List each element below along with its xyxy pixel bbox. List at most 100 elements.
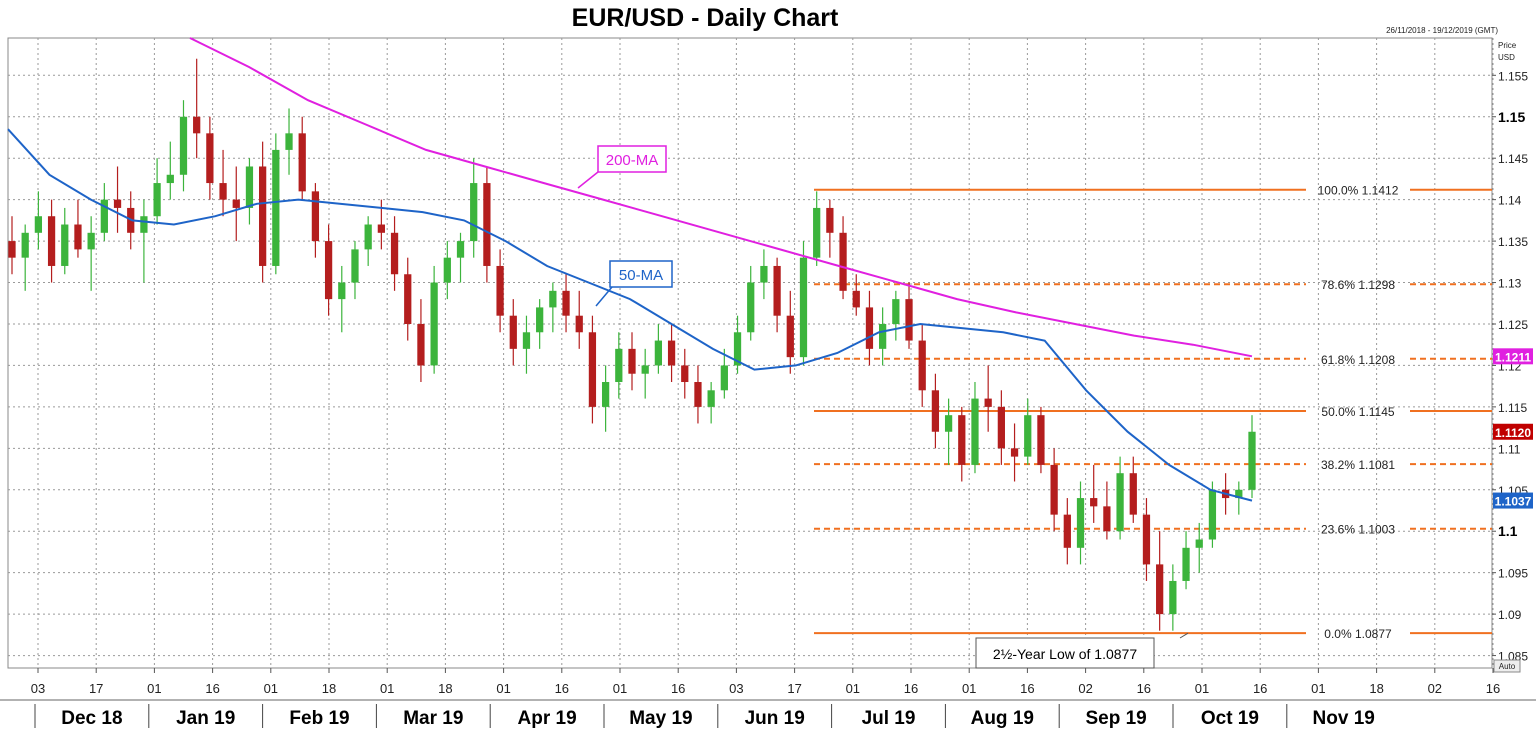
candle-body	[417, 323, 425, 366]
candle-body	[1235, 489, 1243, 499]
candle	[654, 323, 663, 374]
candle	[34, 191, 43, 250]
candle	[470, 158, 478, 258]
price-axis-label: Price	[1498, 41, 1517, 50]
x-tick-label: 17	[787, 681, 801, 696]
candle	[615, 332, 623, 399]
candle	[179, 100, 188, 192]
candle	[1050, 448, 1058, 532]
x-tick-label: 18	[1369, 681, 1383, 696]
month-label: Nov 19	[1313, 708, 1375, 729]
candle	[1208, 481, 1217, 548]
candle-body	[61, 224, 69, 266]
candle	[1182, 531, 1190, 590]
candle-body	[865, 307, 874, 349]
y-tick-label: 1.15	[1498, 109, 1525, 125]
candle-body	[1182, 547, 1190, 581]
badge-text: 1.1211	[1495, 350, 1531, 364]
candle-body	[733, 332, 742, 366]
candle	[483, 166, 491, 283]
month-label: Apr 19	[518, 708, 577, 729]
y-tick-label: 1.115	[1498, 401, 1527, 415]
candle	[206, 116, 214, 200]
month-label: Dec 18	[61, 708, 122, 729]
candle-body	[760, 265, 768, 283]
candle	[298, 116, 306, 200]
candle	[628, 332, 636, 391]
candle	[575, 290, 583, 349]
fib-label: 38.2% 1.1081	[1321, 458, 1395, 472]
candle	[905, 282, 913, 349]
candle-body	[1129, 473, 1137, 515]
candle	[1037, 406, 1045, 474]
x-tick-label: 18	[322, 681, 336, 696]
candle	[61, 207, 69, 275]
candle-body	[681, 365, 689, 383]
ma50-line	[7, 128, 1253, 502]
candle	[1103, 481, 1111, 540]
candle-body	[958, 415, 966, 465]
annotation-layer: 200-MA 50-MA 2½-Year Low of 1.0877 1.1211 1.…	[577, 145, 1533, 669]
candle-body	[562, 290, 570, 316]
candle-body	[166, 174, 174, 184]
candle-body	[87, 232, 95, 250]
x-tick-label: 01	[380, 681, 394, 696]
fib-level: 0.0% 1.0877	[814, 627, 1492, 641]
candle-body	[852, 290, 860, 308]
candle	[1248, 415, 1256, 499]
fib-label: 23.6% 1.1003	[1321, 523, 1395, 537]
candle-body	[8, 241, 16, 258]
candle	[667, 323, 676, 383]
candle	[272, 133, 280, 275]
badge-bg	[1493, 492, 1533, 509]
fib-label: 0.0% 1.0877	[1324, 627, 1392, 641]
y-tick-label: 1.14	[1498, 194, 1522, 208]
y-tick-label: 1.135	[1498, 235, 1528, 249]
candle-body	[324, 241, 333, 300]
candle-body	[1037, 415, 1045, 465]
fib-level: 78.6% 1.1298	[814, 278, 1492, 292]
candle	[1076, 481, 1085, 565]
candle	[311, 183, 320, 258]
candle-body	[1195, 539, 1203, 548]
candle	[971, 382, 979, 474]
candle-body	[522, 332, 531, 349]
candle	[562, 274, 570, 333]
ma50-pointer	[595, 286, 613, 307]
candle	[1063, 498, 1071, 565]
candle	[259, 141, 267, 283]
candle-body	[47, 216, 56, 266]
candle	[509, 299, 517, 366]
candle	[641, 348, 649, 399]
candle	[351, 241, 359, 300]
candle-body	[931, 390, 940, 432]
y-tick-label: 1.09	[1498, 608, 1522, 622]
last-price-badge: 1.1120	[1493, 423, 1533, 440]
y-tick-label: 1.125	[1498, 318, 1528, 332]
candle	[443, 241, 451, 300]
candle-body	[272, 149, 280, 266]
month-label: Mar 19	[403, 708, 463, 729]
candle-body	[905, 299, 913, 341]
candle-body	[1169, 580, 1177, 615]
candle	[496, 249, 504, 333]
candle	[324, 224, 333, 316]
fib-level: 100.0% 1.1412	[814, 184, 1492, 198]
x-tick-label: 01	[962, 681, 976, 696]
candle-body	[654, 340, 663, 366]
badge-text: 1.1120	[1495, 426, 1531, 440]
candle-body	[1142, 514, 1151, 565]
candle	[681, 348, 689, 399]
x-tick-label: 01	[846, 681, 860, 696]
auto-button[interactable]	[1493, 659, 1521, 673]
candle-body	[456, 241, 465, 258]
moving-average-layer	[7, 37, 1253, 502]
candle	[140, 199, 148, 283]
candle-body	[918, 340, 926, 391]
candle	[536, 299, 544, 349]
candle	[720, 348, 728, 399]
y-tick-label: 1.095	[1498, 567, 1528, 581]
candle-body	[839, 232, 847, 291]
date-range: 26/11/2018 - 19/12/2019 (GMT)	[1386, 26, 1498, 35]
